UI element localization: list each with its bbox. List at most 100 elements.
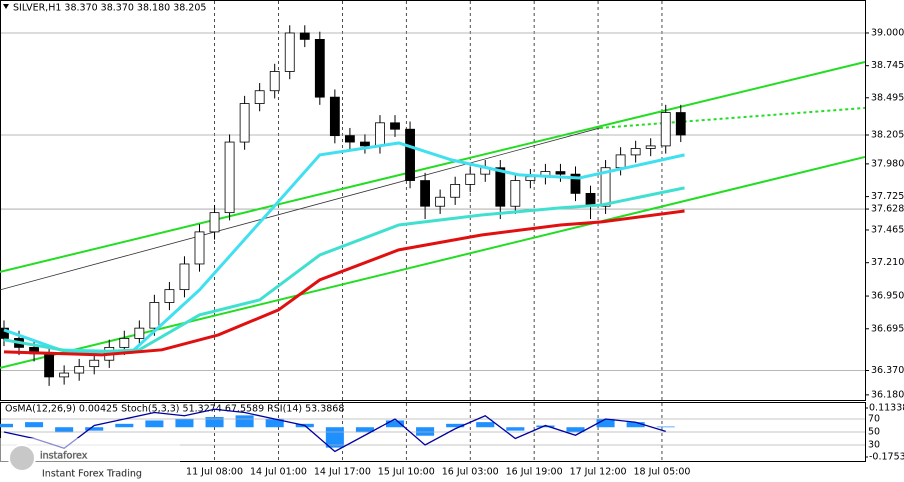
moving-average <box>3 209 685 357</box>
candle-body <box>224 141 235 214</box>
candle-body <box>600 167 611 207</box>
oscillator-title: OsMA(12,26,9) 0.00425 Stoch(5,3,3) 51.32… <box>5 404 344 415</box>
osma-bar <box>355 427 374 433</box>
candle-body <box>390 122 400 130</box>
osma-bar <box>536 425 555 428</box>
candle-body <box>660 112 671 147</box>
candle-body <box>239 103 250 143</box>
watermark: instaforex Instant Forex Trading <box>0 438 180 482</box>
osma-bar <box>626 422 645 428</box>
y-tick-label: 37.628 <box>871 204 904 215</box>
candle-body <box>645 145 656 149</box>
candle-body <box>510 180 521 207</box>
y-tick-label: 37.980 <box>871 158 904 169</box>
osma-bar <box>145 420 164 428</box>
candle-body <box>420 180 431 207</box>
osma-bar <box>85 427 104 431</box>
candle-body <box>119 338 130 348</box>
candle-body <box>179 263 190 291</box>
x-tick-label: 17 Jul 12:00 <box>570 467 627 478</box>
x-tick-label: 14 Jul 17:00 <box>314 467 371 478</box>
candle-body <box>329 96 340 137</box>
candle-body <box>299 32 310 40</box>
osma-bar <box>265 418 284 428</box>
candle-body <box>450 184 461 198</box>
candle-body <box>89 359 100 368</box>
candle-body <box>525 176 536 181</box>
osma-bar <box>205 417 224 428</box>
candle-body <box>435 196 446 207</box>
y-tick-label: 36.180 <box>871 389 904 400</box>
watermark-brand: instaforex <box>40 451 88 462</box>
osc-tick-label: 0.11338 <box>869 402 904 413</box>
watermark-logo <box>8 444 36 472</box>
candle-body <box>59 372 70 378</box>
candle-body <box>134 327 145 339</box>
osma-bar <box>416 427 435 436</box>
x-tick-label: 11 Jul 08:00 <box>186 467 243 478</box>
stochastic-line <box>3 408 666 453</box>
candle-body <box>375 122 385 147</box>
candle-body <box>465 173 476 185</box>
main-pane-frame <box>0 0 866 401</box>
osma-bar <box>175 418 194 428</box>
symbol-icon <box>3 4 9 9</box>
y-tick-label: 36.370 <box>871 365 904 376</box>
candle-body <box>194 231 205 265</box>
x-tick-label: 18 Jul 05:00 <box>633 467 690 478</box>
y-tick-label: 37.465 <box>871 224 904 235</box>
candle-body <box>405 128 415 181</box>
chart-title: SILVER,H1 38.370 38.370 38.180 38.205 <box>13 3 206 14</box>
osma-bar <box>0 423 14 428</box>
y-tick-label: 38.745 <box>871 60 904 71</box>
y-tick-label: 36.695 <box>871 323 904 334</box>
candle-body <box>314 38 325 98</box>
y-tick-label: 37.210 <box>871 257 904 268</box>
osc-y2-tick-label: 70 <box>868 413 880 424</box>
candle-body <box>495 167 506 207</box>
osma-bar <box>385 420 405 428</box>
candle-body <box>44 353 55 378</box>
candle-body <box>0 327 9 339</box>
trendline <box>599 106 866 129</box>
x-tick-label: 15 Jul 10:00 <box>378 467 435 478</box>
x-tick-label: 16 Jul 19:00 <box>506 467 563 478</box>
candle-body <box>164 289 175 303</box>
candle-body <box>615 154 626 169</box>
y-tick-label: 36.950 <box>871 291 904 302</box>
x-tick-label: 16 Jul 03:00 <box>442 467 499 478</box>
candle-body <box>555 171 566 175</box>
y-tick-label: 37.725 <box>871 191 904 202</box>
osma-bar <box>325 427 344 448</box>
candle-body <box>570 173 581 194</box>
candle-body <box>149 302 160 329</box>
candle-body <box>284 32 295 72</box>
osma-bar <box>566 427 585 433</box>
osma-bar <box>596 418 615 428</box>
candle-body <box>74 366 85 374</box>
osc-y2-tick-label: 30 <box>868 440 880 451</box>
y-tick-label: 39.000 <box>871 27 904 38</box>
osma-bar <box>115 423 134 428</box>
osma-bar <box>506 427 525 431</box>
candle-body <box>360 141 370 147</box>
watermark-tagline: Instant Forex Trading <box>42 469 142 480</box>
y-tick-label: 38.205 <box>871 130 904 141</box>
osma-bar <box>476 422 495 428</box>
candle-body <box>630 148 641 156</box>
osma-bar <box>55 427 74 433</box>
moving-average <box>3 186 685 355</box>
candle-body <box>269 71 280 92</box>
x-tick-label: 14 Jul 01:00 <box>250 467 307 478</box>
osma-bar <box>235 415 254 428</box>
osc-y2-tick-label: 50 <box>868 427 880 438</box>
osma-bar <box>25 422 44 428</box>
candle-body <box>209 212 220 233</box>
candle-body <box>254 90 265 104</box>
candle-body <box>344 135 355 143</box>
osc-tick-label: -0.17539 <box>869 451 904 462</box>
osma-bar <box>656 426 675 428</box>
osma-bar <box>446 423 465 428</box>
y-tick-label: 38.495 <box>871 92 904 103</box>
